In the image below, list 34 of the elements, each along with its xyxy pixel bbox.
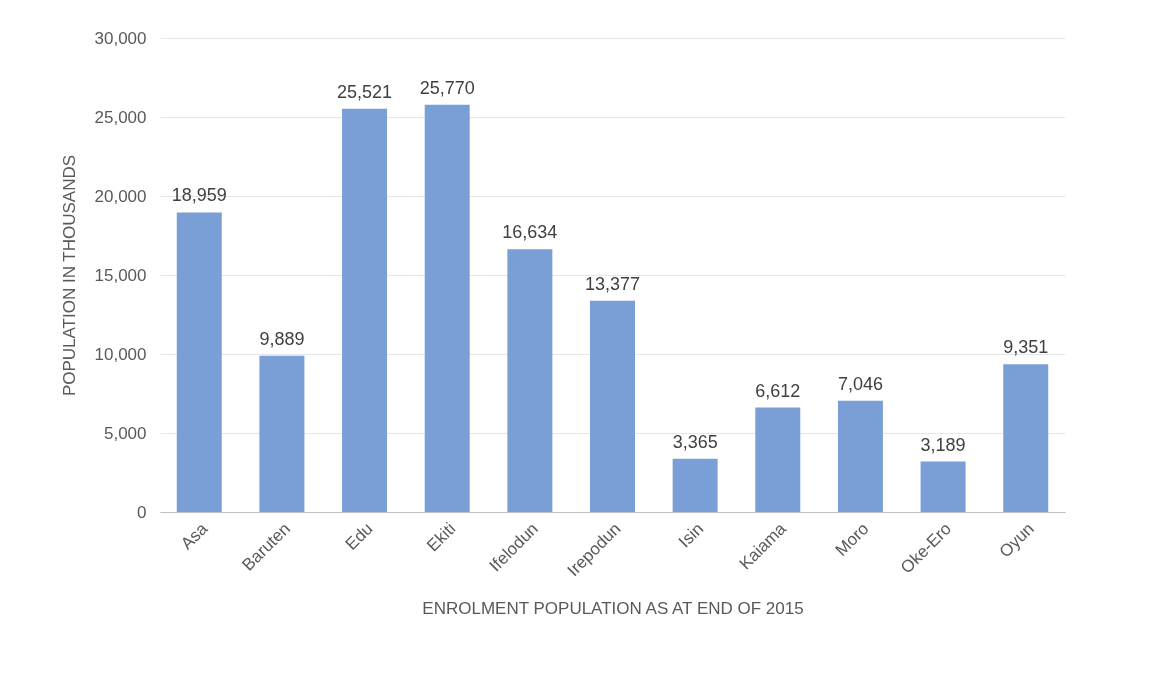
data-label: 9,351 <box>1003 337 1049 358</box>
y-axis-title: POPULATION IN THOUSANDS <box>59 154 79 397</box>
data-label: 13,377 <box>584 273 641 294</box>
data-label: 7,046 <box>837 373 883 394</box>
data-label: 25,521 <box>337 81 393 102</box>
data-label: 18,959 <box>171 185 227 206</box>
data-label: 6,612 <box>755 380 801 401</box>
y-tick-label: 25,000 <box>94 107 147 127</box>
x-tick-label: Isin <box>675 519 708 552</box>
bar <box>755 407 801 512</box>
bar <box>590 300 635 512</box>
bar <box>424 104 470 512</box>
data-label: 25,770 <box>419 77 475 98</box>
y-tick-label: 20,000 <box>94 186 147 206</box>
bar <box>342 108 388 512</box>
y-tick-label: 10,000 <box>94 344 147 364</box>
data-label: 3,189 <box>920 434 966 455</box>
data-label: 16,634 <box>502 222 558 243</box>
x-axis-title: ENROLMENT POPULATION AS AT END OF 2015 <box>422 599 804 619</box>
x-tick-label: Asa <box>177 518 212 554</box>
bar <box>920 461 966 512</box>
data-label: 3,365 <box>672 431 718 452</box>
bar <box>507 249 553 512</box>
bar <box>837 400 883 512</box>
bar <box>176 212 222 512</box>
bar <box>259 355 305 512</box>
x-tick-label: Edu <box>341 519 377 554</box>
bar <box>672 458 718 512</box>
y-tick-label: 0 <box>137 502 147 522</box>
bar <box>1003 364 1049 512</box>
data-label: 9,889 <box>259 328 305 349</box>
y-tick-label: 30,000 <box>94 28 147 48</box>
y-tick-label: 5,000 <box>103 423 147 443</box>
y-tick-label: 15,000 <box>94 265 147 285</box>
